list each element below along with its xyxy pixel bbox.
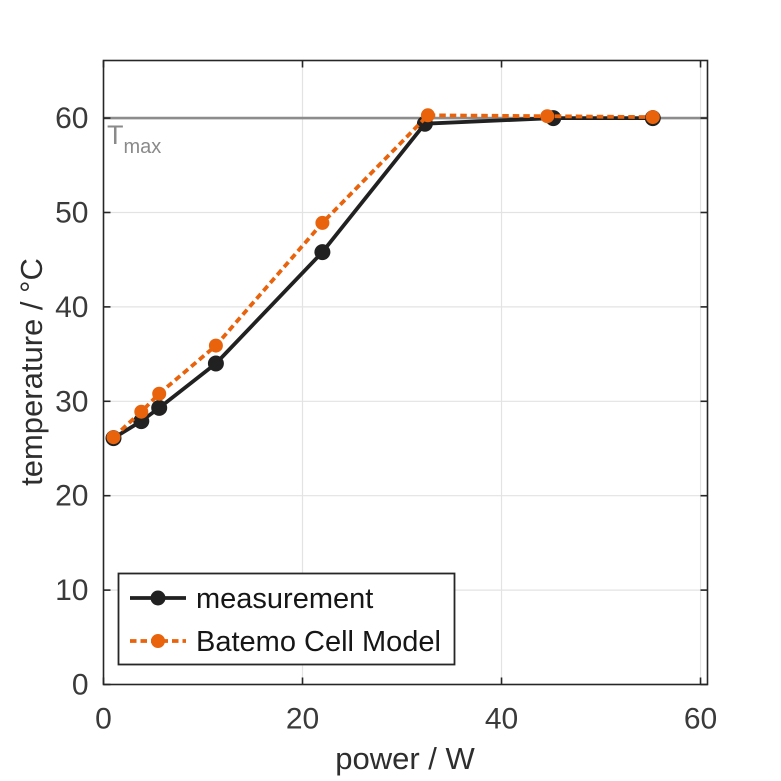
legend-box xyxy=(117,572,456,666)
x-tick-label-40: 40 xyxy=(485,703,518,736)
data-point xyxy=(208,338,223,353)
x-tick-label-60: 60 xyxy=(684,703,717,736)
legend-model-label: Batemo Cell Model xyxy=(196,626,441,658)
x-tick-label-0: 0 xyxy=(95,703,112,736)
axis-ticks xyxy=(102,60,708,686)
y-tick-label-20: 20 xyxy=(55,480,88,513)
data-point xyxy=(134,404,149,419)
x-axis-label: power / W xyxy=(335,741,475,776)
series-line xyxy=(112,113,653,439)
legend-model-marker xyxy=(151,634,165,648)
data-point xyxy=(540,109,555,124)
y-tick-label-30: 30 xyxy=(55,385,88,418)
data-point xyxy=(152,386,167,401)
legend-measurement-label: measurement xyxy=(196,583,373,615)
y-tick-label-40: 40 xyxy=(55,291,88,324)
data-point xyxy=(314,244,331,261)
data-point xyxy=(645,110,660,125)
legend: measurement Batemo Cell Model xyxy=(117,572,456,666)
data-point xyxy=(207,355,224,372)
series-batemo-cell-model xyxy=(106,108,660,445)
x-tick-label-20: 20 xyxy=(286,703,319,736)
data-point xyxy=(420,108,435,123)
y-tick-label-10: 10 xyxy=(55,574,88,607)
data-point xyxy=(106,430,121,445)
series-line xyxy=(112,116,653,440)
plot-border xyxy=(102,59,709,686)
data-point xyxy=(151,399,168,416)
legend-measurement-marker xyxy=(150,590,166,606)
data-series-layer xyxy=(105,108,661,447)
x-tick-labels: 0 20 40 60 xyxy=(95,703,717,736)
tmax-annotation-label: Tmax xyxy=(107,120,161,158)
y-tick-labels: 0 10 20 30 40 50 60 xyxy=(55,102,88,701)
y-tick-label-50: 50 xyxy=(55,196,88,229)
y-tick-label-60: 60 xyxy=(55,102,88,135)
data-point xyxy=(315,215,330,230)
series-measurement xyxy=(105,110,661,447)
y-tick-label-0: 0 xyxy=(72,669,89,702)
y-axis-label: temperature / °C xyxy=(14,258,49,486)
